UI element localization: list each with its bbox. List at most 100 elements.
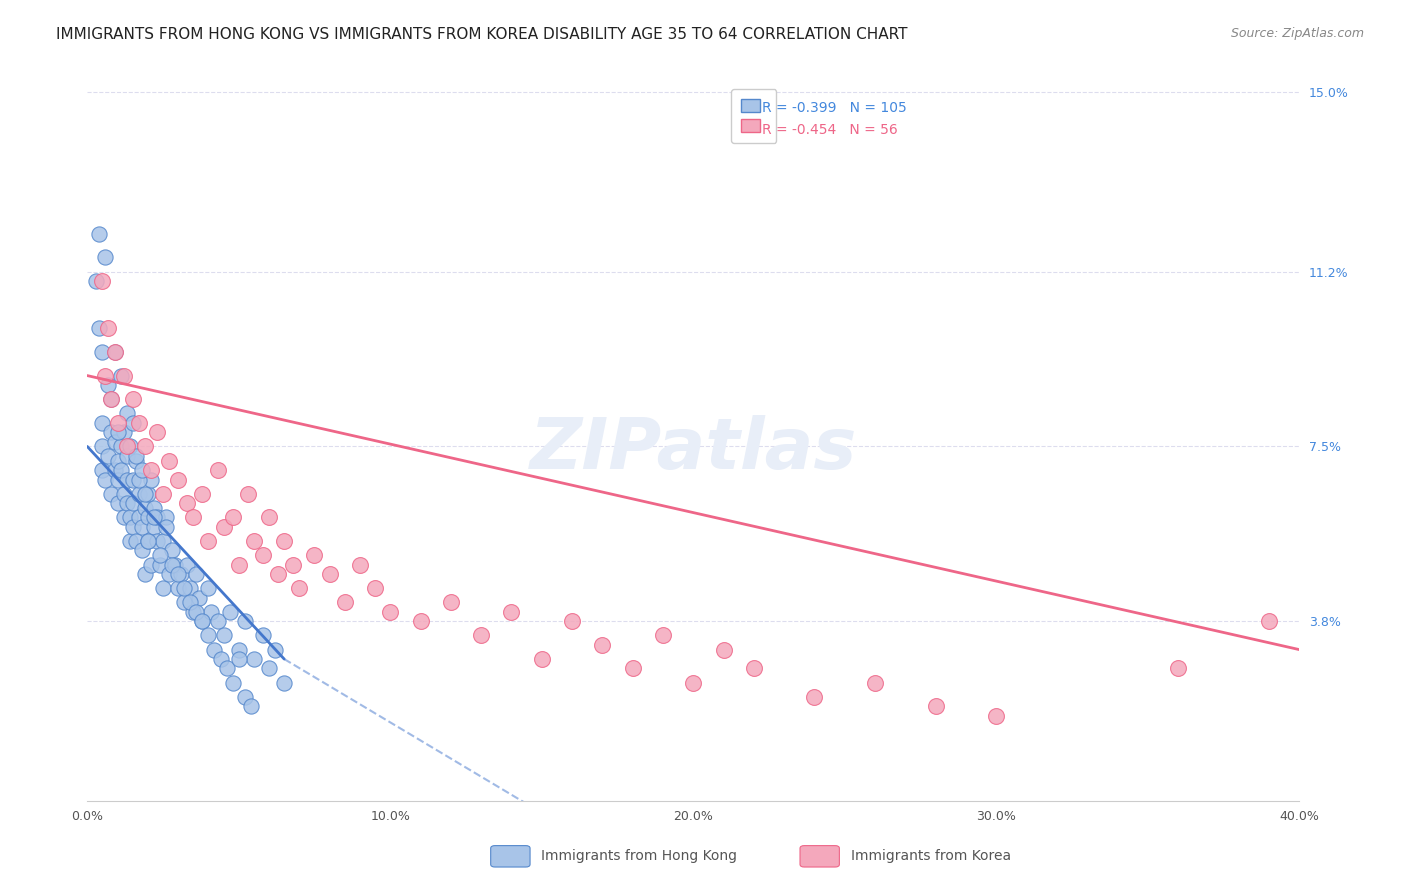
Point (157, 453, 180, 467)
Point (364, 581, 387, 595)
Point (207, 614, 229, 628)
Point (134, 440, 156, 454)
Point (89, 321, 111, 335)
Point (115, 449, 138, 463)
Text: Immigrants from Hong Kong: Immigrants from Hong Kong (541, 849, 737, 863)
Point (121, 416, 143, 430)
Point (131, 463, 153, 477)
Point (91, 463, 114, 477)
Point (136, 510, 159, 524)
Point (94, 368, 117, 383)
Point (121, 520, 143, 534)
Point (233, 690, 256, 704)
Point (682, 675, 704, 690)
Point (89, 227, 111, 241)
Point (115, 440, 138, 454)
Point (176, 558, 198, 572)
Point (128, 473, 150, 487)
Point (191, 486, 214, 500)
Point (136, 486, 159, 500)
Point (142, 510, 165, 524)
Point (142, 520, 165, 534)
Point (264, 642, 287, 657)
Point (146, 533, 169, 548)
Point (191, 614, 214, 628)
Point (221, 510, 243, 524)
Text: IMMIGRANTS FROM HONG KONG VS IMMIGRANTS FROM KOREA DISABILITY AGE 35 TO 64 CORRE: IMMIGRANTS FROM HONG KONG VS IMMIGRANTS … (56, 27, 908, 42)
Point (349, 558, 371, 572)
Legend: , : , (731, 89, 776, 143)
Point (112, 425, 135, 440)
Point (652, 628, 675, 642)
Point (273, 675, 295, 690)
Point (100, 392, 122, 407)
Text: ZIPatlas: ZIPatlas (530, 415, 856, 483)
Point (91, 345, 114, 359)
Point (283, 558, 305, 572)
Point (215, 661, 238, 675)
Point (94, 251, 117, 265)
Point (243, 533, 266, 548)
Point (380, 605, 402, 619)
Point (304, 548, 326, 562)
Point (131, 543, 153, 558)
Point (233, 614, 256, 628)
Point (107, 416, 129, 430)
Point (236, 486, 259, 500)
Point (333, 595, 356, 609)
Point (713, 642, 735, 657)
Point (86, 274, 108, 288)
Point (803, 690, 825, 704)
Point (561, 614, 583, 628)
Point (186, 605, 208, 619)
Point (125, 449, 148, 463)
Point (204, 642, 226, 657)
Point (252, 628, 274, 642)
Point (863, 675, 886, 690)
Point (136, 533, 159, 548)
Point (112, 486, 135, 500)
Point (221, 675, 243, 690)
Point (128, 486, 150, 500)
Point (134, 566, 156, 581)
Point (228, 558, 250, 572)
Point (1258, 614, 1281, 628)
Point (207, 463, 229, 477)
Point (197, 581, 219, 595)
Text: R = -0.399   N = 105: R = -0.399 N = 105 (762, 101, 907, 115)
Point (139, 473, 162, 487)
Point (112, 368, 135, 383)
Point (179, 595, 201, 609)
Point (146, 425, 169, 440)
Point (134, 500, 156, 515)
Point (103, 463, 125, 477)
Point (110, 463, 132, 477)
Point (128, 510, 150, 524)
Point (100, 392, 122, 407)
Point (100, 486, 122, 500)
Point (149, 558, 172, 572)
Point (134, 486, 156, 500)
Point (94, 473, 117, 487)
Point (288, 581, 311, 595)
Point (146, 510, 169, 524)
Point (986, 708, 1008, 723)
Point (128, 416, 150, 430)
Point (115, 473, 138, 487)
Point (239, 699, 262, 714)
Point (118, 510, 141, 524)
Point (243, 652, 266, 666)
Point (200, 605, 222, 619)
Point (155, 510, 177, 524)
Point (409, 614, 432, 628)
Point (191, 614, 214, 628)
Point (155, 520, 177, 534)
Point (209, 652, 232, 666)
Point (197, 533, 219, 548)
Point (103, 345, 125, 359)
Point (742, 661, 765, 675)
Point (218, 605, 240, 619)
Point (165, 558, 187, 572)
Point (173, 595, 195, 609)
Point (142, 500, 165, 515)
